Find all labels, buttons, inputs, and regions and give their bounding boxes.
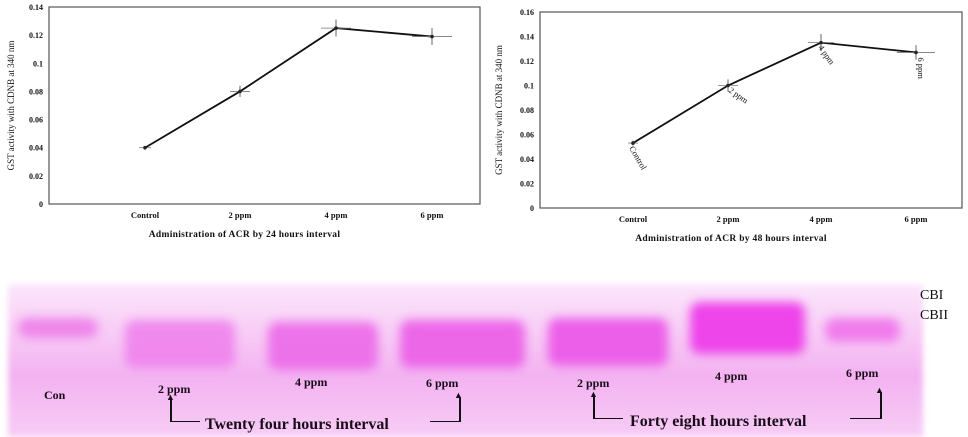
y-tick-label: 0 <box>530 204 534 213</box>
y-tick-label: 0 <box>39 200 43 209</box>
y-tick-label: 0.08 <box>29 87 43 96</box>
bracket-24h-right <box>430 397 461 422</box>
data-point <box>143 145 147 150</box>
band-48h-6ppm <box>825 318 900 342</box>
y-tick-label: 0.02 <box>29 172 43 181</box>
gel-electrophoresis-image: CBI CBII Con 2 ppm 4 ppm 6 ppm 2 ppm 4 p… <box>0 280 968 437</box>
x-tick-label: Control <box>619 214 648 224</box>
x-tick-label: 4 ppm <box>325 210 348 220</box>
band-label-cb1: CBI <box>920 288 944 303</box>
point-label: 4 ppm <box>816 43 837 67</box>
y-tick-label: 0.04 <box>520 155 534 164</box>
band-48h-4ppm <box>690 302 805 354</box>
plot-area <box>48 6 481 205</box>
data-line <box>632 41 917 144</box>
band-control <box>18 318 98 338</box>
x-axis-title: Administration of ACR by 48 hours interv… <box>635 234 827 244</box>
y-axis-title: GST activity with CDNB at 340 nm <box>494 45 504 175</box>
bracket-24h-left <box>170 399 200 422</box>
band-48h-2ppm <box>548 318 668 366</box>
chart-24h-svg: 0 0.02 0.04 0.06 0.08 0.1 0.12 0.14 GST activity… <box>6 3 481 240</box>
lane-label-48h-4ppm: 4 ppm <box>715 369 748 383</box>
interval-label-24h: Twenty four hours interval <box>205 416 389 433</box>
chart-48h: 0 0.02 0.04 0.06 0.08 0.1 0.12 0.14 0.16 GST acti… <box>490 0 968 250</box>
y-tick-label: 0.02 <box>520 180 534 189</box>
lane-label-24h-2ppm: 2 ppm <box>158 382 191 396</box>
bracket-48h-right <box>850 392 882 419</box>
data-point <box>914 50 918 55</box>
plot-area <box>539 11 963 209</box>
x-tick-label: 4 ppm <box>810 214 833 224</box>
y-axis-title: GST activity with CDNB at 340 nm <box>6 41 16 171</box>
data-point <box>238 89 242 94</box>
y-tick-label: 0.12 <box>29 31 43 40</box>
point-label: 6 ppm <box>916 57 926 79</box>
y-tick-label: 0.14 <box>520 33 534 42</box>
x-tick-label: Control <box>131 210 160 220</box>
x-tick-label: 6 ppm <box>905 214 928 224</box>
arrow-up-icon: ▲ <box>454 390 463 400</box>
arrow-up-icon: ▲ <box>589 389 598 399</box>
y-tick-label: 0.12 <box>520 57 534 66</box>
data-point <box>819 40 823 45</box>
data-point <box>334 26 338 30</box>
y-tick-label: 0.08 <box>520 106 534 115</box>
arrow-up-icon: ▲ <box>166 392 175 402</box>
data-point <box>631 141 635 145</box>
x-tick-label: 2 ppm <box>229 210 252 220</box>
y-tick-label: 0.1 <box>33 59 43 68</box>
data-line <box>144 27 433 149</box>
lane-label-control: Con <box>44 388 66 402</box>
y-tick-label: 0.06 <box>520 131 534 140</box>
y-tick-label: 0.04 <box>29 144 43 153</box>
point-label: 2 ppm <box>727 85 751 106</box>
y-tick-label: 0.16 <box>520 8 534 17</box>
y-tick-label: 0.14 <box>29 3 43 12</box>
band-24h-6ppm <box>400 320 525 368</box>
band-24h-2ppm <box>125 320 235 368</box>
data-point <box>726 83 730 88</box>
point-label: Control <box>627 144 649 172</box>
lane-label-48h-6ppm: 6 ppm <box>846 366 879 380</box>
chart-48h-svg: 0 0.02 0.04 0.06 0.08 0.1 0.12 0.14 0.16 GST acti… <box>494 8 963 244</box>
band-label-cb2: CBII <box>920 308 948 323</box>
interval-label-48h: Forty eight hours interval <box>630 413 807 430</box>
x-tick-label: 6 ppm <box>421 210 444 220</box>
lane-label-48h-2ppm: 2 ppm <box>577 376 610 390</box>
x-axis-title: Administration of ACR by 24 hours interv… <box>149 230 341 240</box>
band-24h-4ppm <box>268 322 378 370</box>
chart-24h: 0 0.02 0.04 0.06 0.08 0.1 0.12 0.14 GST activity… <box>0 0 485 245</box>
y-tick-label: 0.06 <box>29 116 43 125</box>
data-point <box>430 34 434 39</box>
lane-label-24h-4ppm: 4 ppm <box>295 375 328 389</box>
lane-label-24h-6ppm: 6 ppm <box>426 376 459 390</box>
x-tick-label: 2 ppm <box>717 214 740 224</box>
bracket-48h-left <box>593 396 623 419</box>
arrow-up-icon: ▲ <box>875 385 884 395</box>
y-tick-label: 0.1 <box>524 82 534 91</box>
